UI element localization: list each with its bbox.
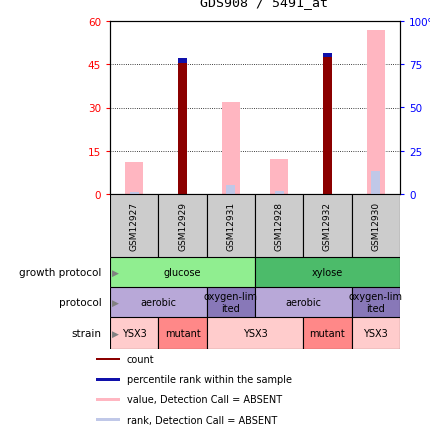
Text: ▶: ▶ — [112, 298, 119, 307]
Bar — [95, 378, 119, 381]
Text: oxygen-lim
ited: oxygen-lim ited — [203, 292, 257, 313]
Text: growth protocol: growth protocol — [19, 267, 101, 277]
Bar — [158, 194, 206, 257]
Bar — [371, 171, 379, 194]
Text: YSX3: YSX3 — [122, 328, 146, 338]
Text: rank, Detection Call = ABSENT: rank, Detection Call = ABSENT — [126, 414, 276, 424]
Bar — [226, 186, 235, 194]
Bar — [129, 193, 138, 194]
Bar — [95, 418, 119, 421]
Bar — [322, 53, 331, 58]
Text: GSM12928: GSM12928 — [274, 201, 283, 250]
Text: count: count — [126, 354, 154, 364]
Text: strain: strain — [71, 328, 101, 338]
Bar — [221, 102, 240, 194]
Bar — [110, 257, 255, 287]
Bar — [206, 317, 303, 349]
Text: YSX3: YSX3 — [242, 328, 267, 338]
Bar — [206, 194, 255, 257]
Bar — [158, 317, 206, 349]
Bar — [303, 194, 351, 257]
Text: value, Detection Call = ABSENT: value, Detection Call = ABSENT — [126, 395, 281, 404]
Text: aerobic: aerobic — [285, 297, 321, 307]
Text: glucose: glucose — [163, 267, 201, 277]
Text: protocol: protocol — [58, 297, 101, 307]
Bar — [274, 192, 283, 194]
Bar — [206, 287, 255, 317]
Bar — [125, 163, 143, 194]
Bar — [351, 194, 399, 257]
Bar — [178, 59, 187, 64]
Bar — [95, 398, 119, 401]
Text: aerobic: aerobic — [140, 297, 176, 307]
Bar — [255, 257, 399, 287]
Bar — [110, 287, 206, 317]
Text: GSM12929: GSM12929 — [178, 201, 187, 250]
Bar — [95, 358, 119, 361]
Bar — [255, 194, 303, 257]
Bar — [110, 194, 158, 257]
Bar — [366, 30, 384, 194]
Bar — [303, 317, 351, 349]
Text: mutant: mutant — [164, 328, 200, 338]
Bar — [351, 317, 399, 349]
Text: GSM12932: GSM12932 — [322, 201, 331, 250]
Text: percentile rank within the sample: percentile rank within the sample — [126, 375, 291, 385]
Bar — [351, 287, 399, 317]
Text: YSX3: YSX3 — [362, 328, 387, 338]
Text: GSM12931: GSM12931 — [226, 201, 235, 250]
Text: GSM12927: GSM12927 — [129, 201, 138, 250]
Bar — [110, 317, 158, 349]
Text: mutant: mutant — [309, 328, 344, 338]
Text: ▶: ▶ — [112, 329, 119, 338]
Bar — [269, 160, 288, 194]
Bar — [255, 287, 351, 317]
Text: ▶: ▶ — [112, 268, 119, 277]
Bar — [178, 59, 187, 194]
Text: GSM12930: GSM12930 — [371, 201, 379, 250]
Text: oxygen-lim
ited: oxygen-lim ited — [348, 292, 402, 313]
Text: xylose: xylose — [311, 267, 342, 277]
Text: GDS908 / 5491_at: GDS908 / 5491_at — [199, 0, 327, 9]
Bar — [322, 53, 331, 194]
